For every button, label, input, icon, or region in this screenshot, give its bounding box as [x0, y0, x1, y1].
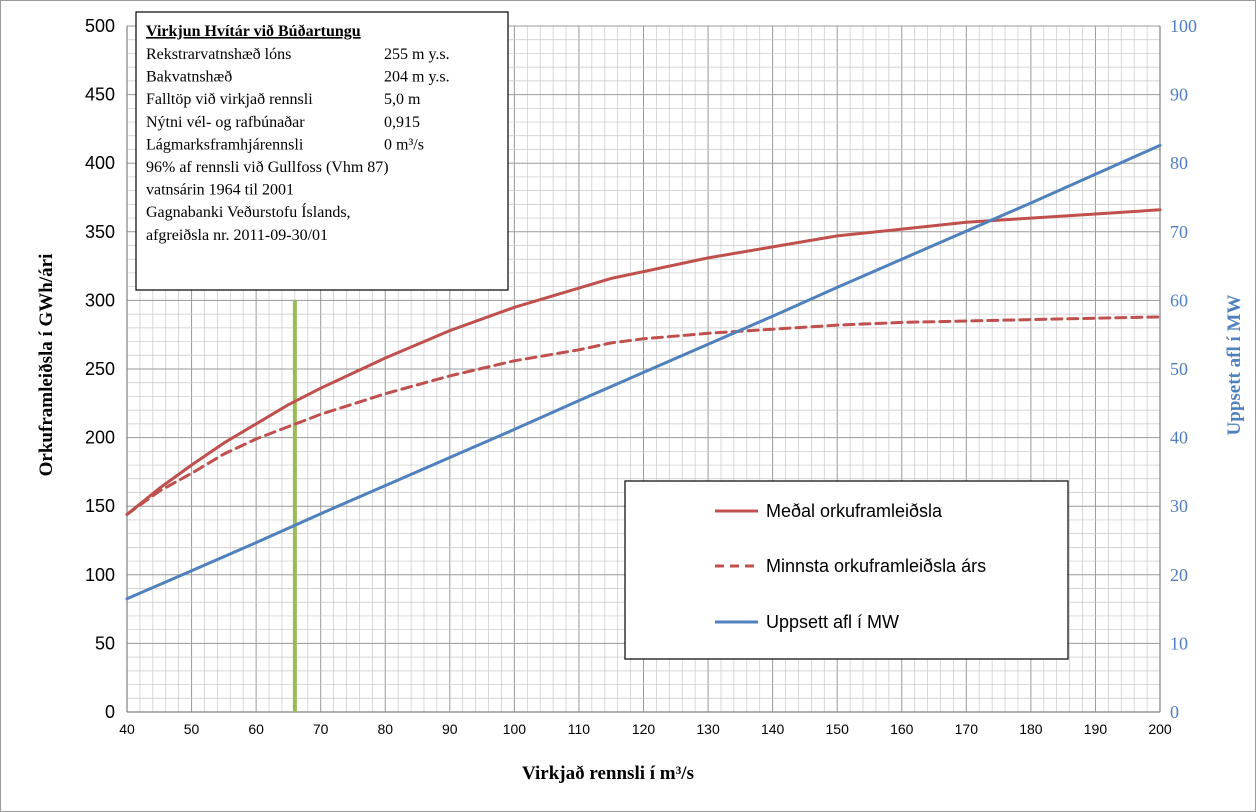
x-tick-label: 150 [826, 721, 850, 737]
info-note: vatnsárin 1964 til 2001 [146, 182, 294, 199]
x-tick-label: 110 [568, 721, 591, 737]
y-left-tick-label: 0 [105, 702, 115, 722]
info-row-label: Rekstrarvatnshæð lóns [146, 46, 291, 63]
info-row-value: 255 m y.s. [384, 46, 450, 63]
info-row-value: 204 m y.s. [384, 69, 450, 86]
info-note: 96% af rennsli við Gullfoss (Vhm 87) [146, 159, 389, 176]
legend-label-min: Minnsta orkuframleiðsla árs [766, 556, 986, 576]
x-tick-label: 190 [1084, 721, 1108, 737]
x-tick-label: 200 [1148, 721, 1172, 737]
y-left-tick-label: 400 [85, 153, 115, 173]
x-tick-label: 100 [503, 721, 527, 737]
info-row-label: Falltöp við virkjað rennsli [146, 91, 313, 108]
info-box-title: Virkjun Hvítár við Búðartungu [146, 23, 361, 40]
x-tick-label: 140 [761, 721, 785, 737]
y-left-tick-label: 50 [95, 633, 115, 653]
x-tick-label: 130 [696, 721, 720, 737]
y-left-tick-label: 500 [85, 16, 115, 36]
legend-label-power: Uppsett afl í MW [766, 612, 899, 632]
y-left-tick-label: 300 [85, 290, 115, 310]
y-left-tick-label: 250 [85, 359, 115, 379]
series-lines [125, 143, 1162, 712]
x-tick-label: 180 [1019, 721, 1043, 737]
tick-labels: 0 50 100 150 200 250 300 350 400 450 500 0 10 20 30 40 5… [85, 16, 1197, 737]
y-axis-right-label: Uppsett afl í MW [1224, 295, 1245, 436]
y-right-tick-label: 90 [1170, 85, 1188, 105]
y-right-tick-label: 10 [1170, 633, 1188, 653]
legend-label-mean: Meðal orkuframleiðsla [766, 501, 943, 521]
info-row-label: Lágmarksframhjárennsli [146, 136, 304, 153]
info-row-label: Nýtni vél- og rafbúnaðar [146, 114, 305, 131]
x-axis-label: Virkjað rennsli í m³/s [522, 763, 694, 784]
x-tick-label: 160 [890, 721, 914, 737]
y-right-tick-label: 80 [1170, 153, 1188, 173]
y-right-tick-label: 0 [1170, 702, 1179, 722]
series-line-1 [125, 315, 1162, 516]
info-box: Virkjun Hvítár við Búðartungu Rekstrarva… [135, 11, 509, 291]
y-right-tick-label: 100 [1170, 16, 1197, 36]
y-left-tick-label: 450 [85, 85, 115, 105]
y-left-tick-label: 100 [85, 565, 115, 585]
y-right-tick-label: 20 [1170, 565, 1188, 585]
legend: Meðal orkuframleiðsla Minnsta orkuframle… [624, 480, 1069, 660]
x-tick-label: 80 [377, 721, 393, 737]
y-right-tick-label: 50 [1170, 359, 1188, 379]
x-tick-label: 170 [955, 721, 979, 737]
x-tick-label: 40 [119, 721, 135, 737]
info-box-rows: Rekstrarvatnshæð lóns 255 m y.s. Bakvatnsh… [146, 46, 450, 244]
series-line-2 [125, 143, 1162, 601]
info-row-label: Bakvatnshæð [146, 69, 232, 86]
x-tick-label: 120 [632, 721, 656, 737]
series-line-0 [125, 208, 1162, 516]
info-row-value: 0,915 [384, 114, 420, 131]
info-note: Gagnabanki Veðurstofu Íslands, [146, 202, 351, 221]
info-row-value: 5,0 m [384, 91, 421, 108]
x-tick-label: 70 [313, 721, 329, 737]
y-left-tick-label: 150 [85, 496, 115, 516]
info-row-value: 0 m³/s [384, 136, 424, 153]
y-right-tick-label: 60 [1170, 290, 1188, 310]
y-left-tick-label: 350 [85, 222, 115, 242]
x-tick-label: 90 [442, 721, 458, 737]
info-note: afgreiðsla nr. 2011-09-30/01 [146, 227, 328, 244]
y-axis-left-label: Orkuframleiðsla í GWh/ári [36, 254, 57, 477]
y-right-tick-label: 40 [1170, 428, 1188, 448]
x-tick-label: 60 [248, 721, 264, 737]
y-right-tick-label: 30 [1170, 496, 1188, 516]
y-right-tick-label: 70 [1170, 222, 1188, 242]
y-left-tick-label: 200 [85, 428, 115, 448]
x-tick-label: 50 [184, 721, 200, 737]
